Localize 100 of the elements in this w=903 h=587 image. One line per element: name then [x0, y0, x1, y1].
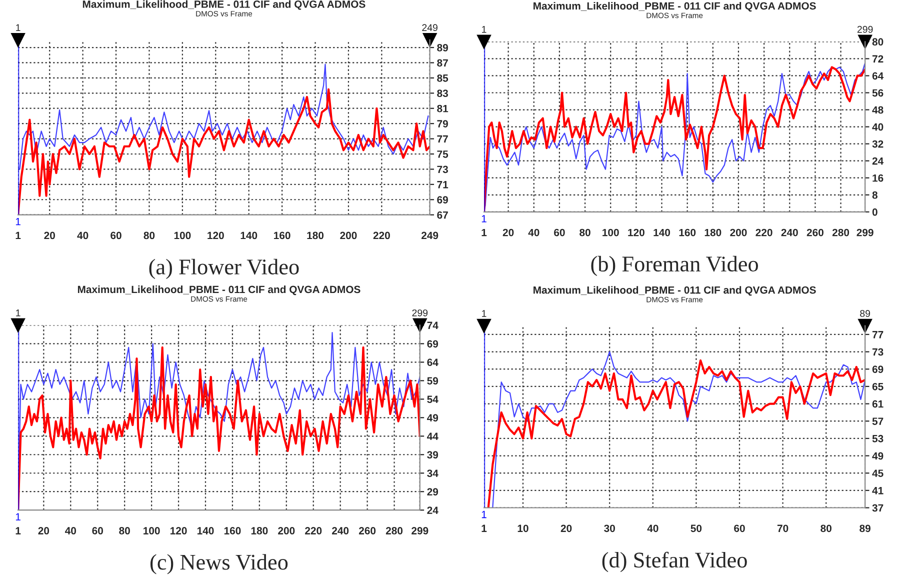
- x-tick-label: 260: [806, 228, 824, 236]
- x-tick-label: 160: [274, 232, 290, 240]
- y-tick-label: 83: [437, 90, 448, 98]
- text: 299: [412, 309, 428, 316]
- x-tick-label: 299: [412, 527, 428, 534]
- y-tick-label: 16: [872, 174, 884, 182]
- x-tick-label: 299: [856, 228, 874, 236]
- x-tick-label: 260: [358, 527, 376, 534]
- y-tick-label: 69: [437, 196, 448, 204]
- x-tick-label: 120: [628, 228, 644, 236]
- y-tick-label: 89: [437, 44, 448, 52]
- y-tick-label: 69: [872, 366, 884, 373]
- x-tick-label: 60: [734, 524, 745, 532]
- x-tick-label: 140: [240, 232, 258, 240]
- text: 89: [860, 310, 870, 317]
- y-tick-label: 87: [437, 59, 448, 67]
- y-tick-label: 85: [437, 74, 448, 82]
- y-tick-label: 64: [872, 72, 884, 80]
- y-tick-label: 34: [427, 470, 438, 478]
- y-tick-label: 81: [437, 104, 448, 112]
- y-tick-label: 8: [872, 191, 878, 199]
- x-tick-label: 89: [860, 524, 870, 532]
- y-tick-label: 24: [427, 506, 438, 514]
- x-tick-label: 20: [38, 527, 50, 534]
- x-tick-label: 1: [482, 228, 487, 236]
- text: 1: [482, 310, 486, 317]
- ref-line-label: 1: [16, 218, 20, 226]
- x-tick-label: 100: [144, 527, 160, 534]
- y-tick-label: 54: [427, 396, 438, 404]
- chart-title: Maximum_Likelihood_PBME - 011 CIF and QVGA ADMOS: [82, 0, 366, 10]
- text: (d) Stefan Video: [602, 552, 747, 572]
- x-tick-label: 40: [528, 228, 540, 236]
- x-tick-label: 180: [251, 527, 268, 534]
- x-tick-label: 20: [502, 228, 514, 236]
- y-tick-label: 53: [872, 434, 884, 442]
- text: 1: [16, 310, 20, 316]
- y-tick-label: 67: [437, 211, 448, 219]
- y-tick-label: 71: [437, 181, 448, 188]
- y-tick-label: 0: [872, 208, 878, 216]
- ref-line-label: 1: [482, 510, 486, 518]
- x-tick-label: 200: [730, 228, 747, 236]
- y-tick-label: 64: [427, 358, 438, 366]
- x-tick-label: 80: [144, 232, 155, 240]
- y-tick-label: 77: [437, 135, 448, 143]
- y-tick-label: 37: [872, 504, 884, 512]
- y-tick-label: 39: [427, 451, 438, 459]
- x-tick-label: 20: [560, 524, 572, 532]
- x-tick-label: 40: [77, 232, 88, 240]
- x-tick-label: 80: [119, 527, 130, 534]
- y-tick-label: 32: [872, 140, 884, 148]
- text: (a) Flower Video: [149, 258, 299, 279]
- x-tick-label: 240: [781, 228, 798, 236]
- x-tick-label: 60: [554, 228, 565, 236]
- y-tick-label: 73: [437, 166, 448, 174]
- x-tick-label: 200: [340, 232, 357, 240]
- text: 299: [857, 26, 873, 33]
- x-tick-label: 220: [373, 232, 390, 240]
- text: (c) News Video: [150, 554, 288, 574]
- x-tick-label: 180: [704, 228, 722, 236]
- y-tick-label: 56: [872, 89, 884, 97]
- ref-line-label: 1: [482, 215, 486, 222]
- x-tick-label: 220: [756, 228, 772, 236]
- x-tick-label: 200: [278, 527, 295, 534]
- text: 249: [422, 24, 438, 32]
- y-tick-label: 77: [872, 331, 884, 338]
- x-tick-label: 100: [174, 232, 191, 240]
- chart-title: Maximum_Likelihood_PBME - 011 CIF and QVGA ADMOS: [78, 285, 360, 296]
- x-tick-label: 80: [820, 524, 832, 532]
- y-tick-label: 49: [872, 452, 884, 460]
- x-tick-label: 1: [16, 232, 21, 240]
- x-tick-label: 120: [208, 232, 224, 240]
- chart-title: Maximum_Likelihood_PBME - 011 CIF and QVGA ADMOS: [534, 286, 816, 296]
- y-tick-label: 75: [437, 150, 448, 158]
- x-tick-label: 220: [305, 527, 322, 534]
- x-tick-label: 160: [224, 527, 241, 534]
- x-tick-label: 249: [422, 232, 438, 240]
- line-series: [19, 64, 429, 170]
- y-tick-label: 59: [427, 377, 438, 385]
- x-tick-label: 160: [679, 228, 696, 236]
- chart-title: Maximum_Likelihood_PBME - 011 CIF and QVGA ADMOS: [534, 2, 816, 12]
- x-tick-label: 50: [690, 524, 702, 532]
- x-tick-label: 1: [482, 524, 487, 532]
- x-tick-label: 140: [654, 228, 670, 236]
- y-tick-label: 57: [872, 418, 884, 425]
- y-tick-label: 45: [872, 470, 884, 477]
- x-tick-label: 240: [332, 527, 349, 534]
- y-tick-label: 80: [872, 38, 884, 46]
- x-tick-label: 40: [647, 524, 658, 532]
- ref-line-label: 1: [16, 513, 20, 520]
- x-tick-label: 80: [580, 228, 590, 236]
- y-tick-label: 69: [427, 340, 438, 348]
- text: 1: [16, 24, 20, 31]
- x-tick-label: 40: [65, 527, 76, 534]
- y-tick-label: 48: [872, 106, 884, 114]
- x-tick-label: 60: [110, 232, 122, 240]
- y-tick-label: 49: [426, 414, 438, 422]
- x-tick-label: 180: [307, 232, 324, 240]
- y-tick-label: 29: [427, 488, 438, 496]
- y-tick-label: 61: [872, 400, 884, 408]
- x-tick-label: 100: [602, 228, 619, 236]
